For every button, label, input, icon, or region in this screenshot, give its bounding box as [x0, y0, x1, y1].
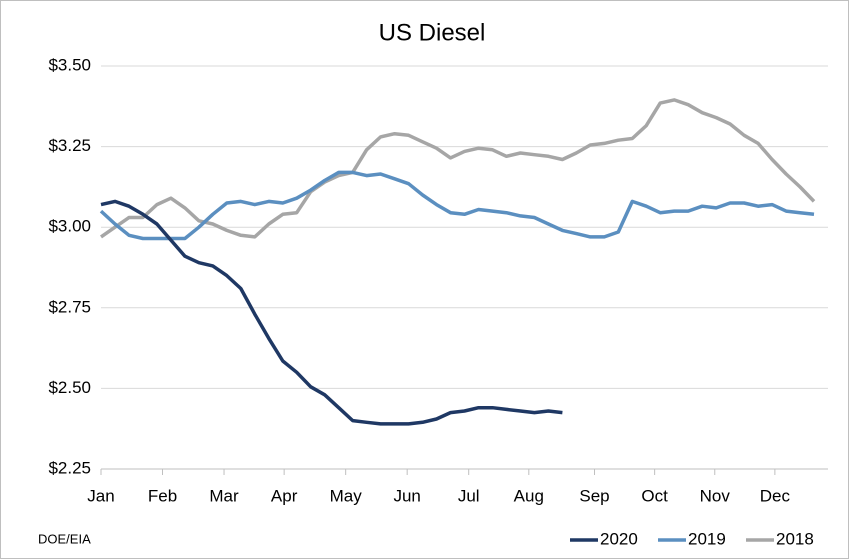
series-line: [100, 98, 816, 239]
legend-label: 2020: [600, 529, 638, 548]
y-tick-label: $3.50: [48, 55, 91, 74]
x-tick-label: Jun: [393, 486, 420, 505]
y-tick-label: $2.25: [48, 458, 91, 477]
x-tick-label: May: [330, 486, 363, 505]
series-line: [100, 199, 563, 426]
y-tick-label: $2.75: [48, 297, 91, 316]
x-tick-label: Sep: [579, 486, 609, 505]
series-line: [99, 170, 815, 241]
chart-title: US Diesel: [379, 19, 486, 46]
x-tick-label: Nov: [700, 486, 731, 505]
y-tick-label: $2.50: [48, 378, 91, 397]
legend-label: 2018: [776, 529, 814, 548]
x-tick-label: Feb: [148, 486, 177, 505]
x-tick-label: Oct: [641, 486, 668, 505]
y-tick-label: $3.25: [48, 136, 91, 155]
legend-label: 2019: [688, 529, 726, 548]
x-tick-label: Jan: [87, 486, 114, 505]
x-tick-label: Aug: [514, 486, 544, 505]
source-note: DOE/EIA: [38, 531, 91, 546]
x-tick-label: Mar: [209, 486, 239, 505]
x-tick-label: Jul: [458, 486, 480, 505]
y-tick-label: $3.00: [48, 217, 91, 236]
x-tick-label: Dec: [760, 486, 791, 505]
x-tick-label: Apr: [271, 486, 298, 505]
